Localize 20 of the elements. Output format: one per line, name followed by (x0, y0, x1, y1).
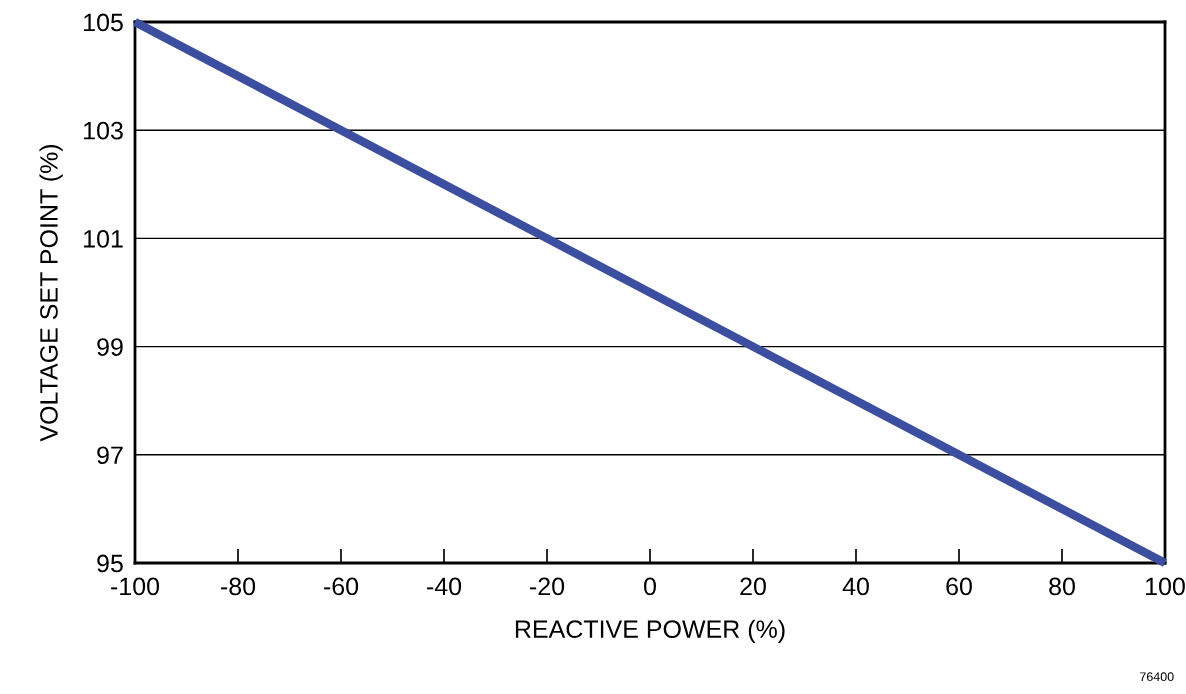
x-tick-label: -20 (530, 577, 565, 596)
x-tick-label: -60 (324, 577, 359, 596)
x-tick-label: 100 (1146, 577, 1185, 596)
y-tick-label: 101 (84, 230, 123, 248)
y-tick-label: 99 (97, 338, 123, 356)
x-tick-label: -100 (111, 577, 160, 596)
x-axis-title: REACTIVE POWER (%) (515, 619, 785, 643)
y-tick-label: 97 (97, 446, 123, 465)
x-tick-label: 60 (946, 577, 972, 596)
x-tick-label: 0 (644, 577, 656, 596)
y-tick-label: 103 (84, 121, 123, 140)
x-tick-label: 80 (1049, 577, 1075, 596)
y-axis-title: VOLTAGE SET POINT (%) (39, 144, 63, 442)
text: 76400 (1140, 672, 1174, 682)
x-tick-label: 40 (842, 577, 869, 596)
y-tick-label: 105 (84, 13, 123, 32)
x-tick-label: -40 (427, 577, 462, 596)
x-tick-label: 20 (740, 577, 766, 596)
y-tick-label: 95 (97, 554, 123, 573)
x-tick-label: -80 (221, 577, 256, 596)
